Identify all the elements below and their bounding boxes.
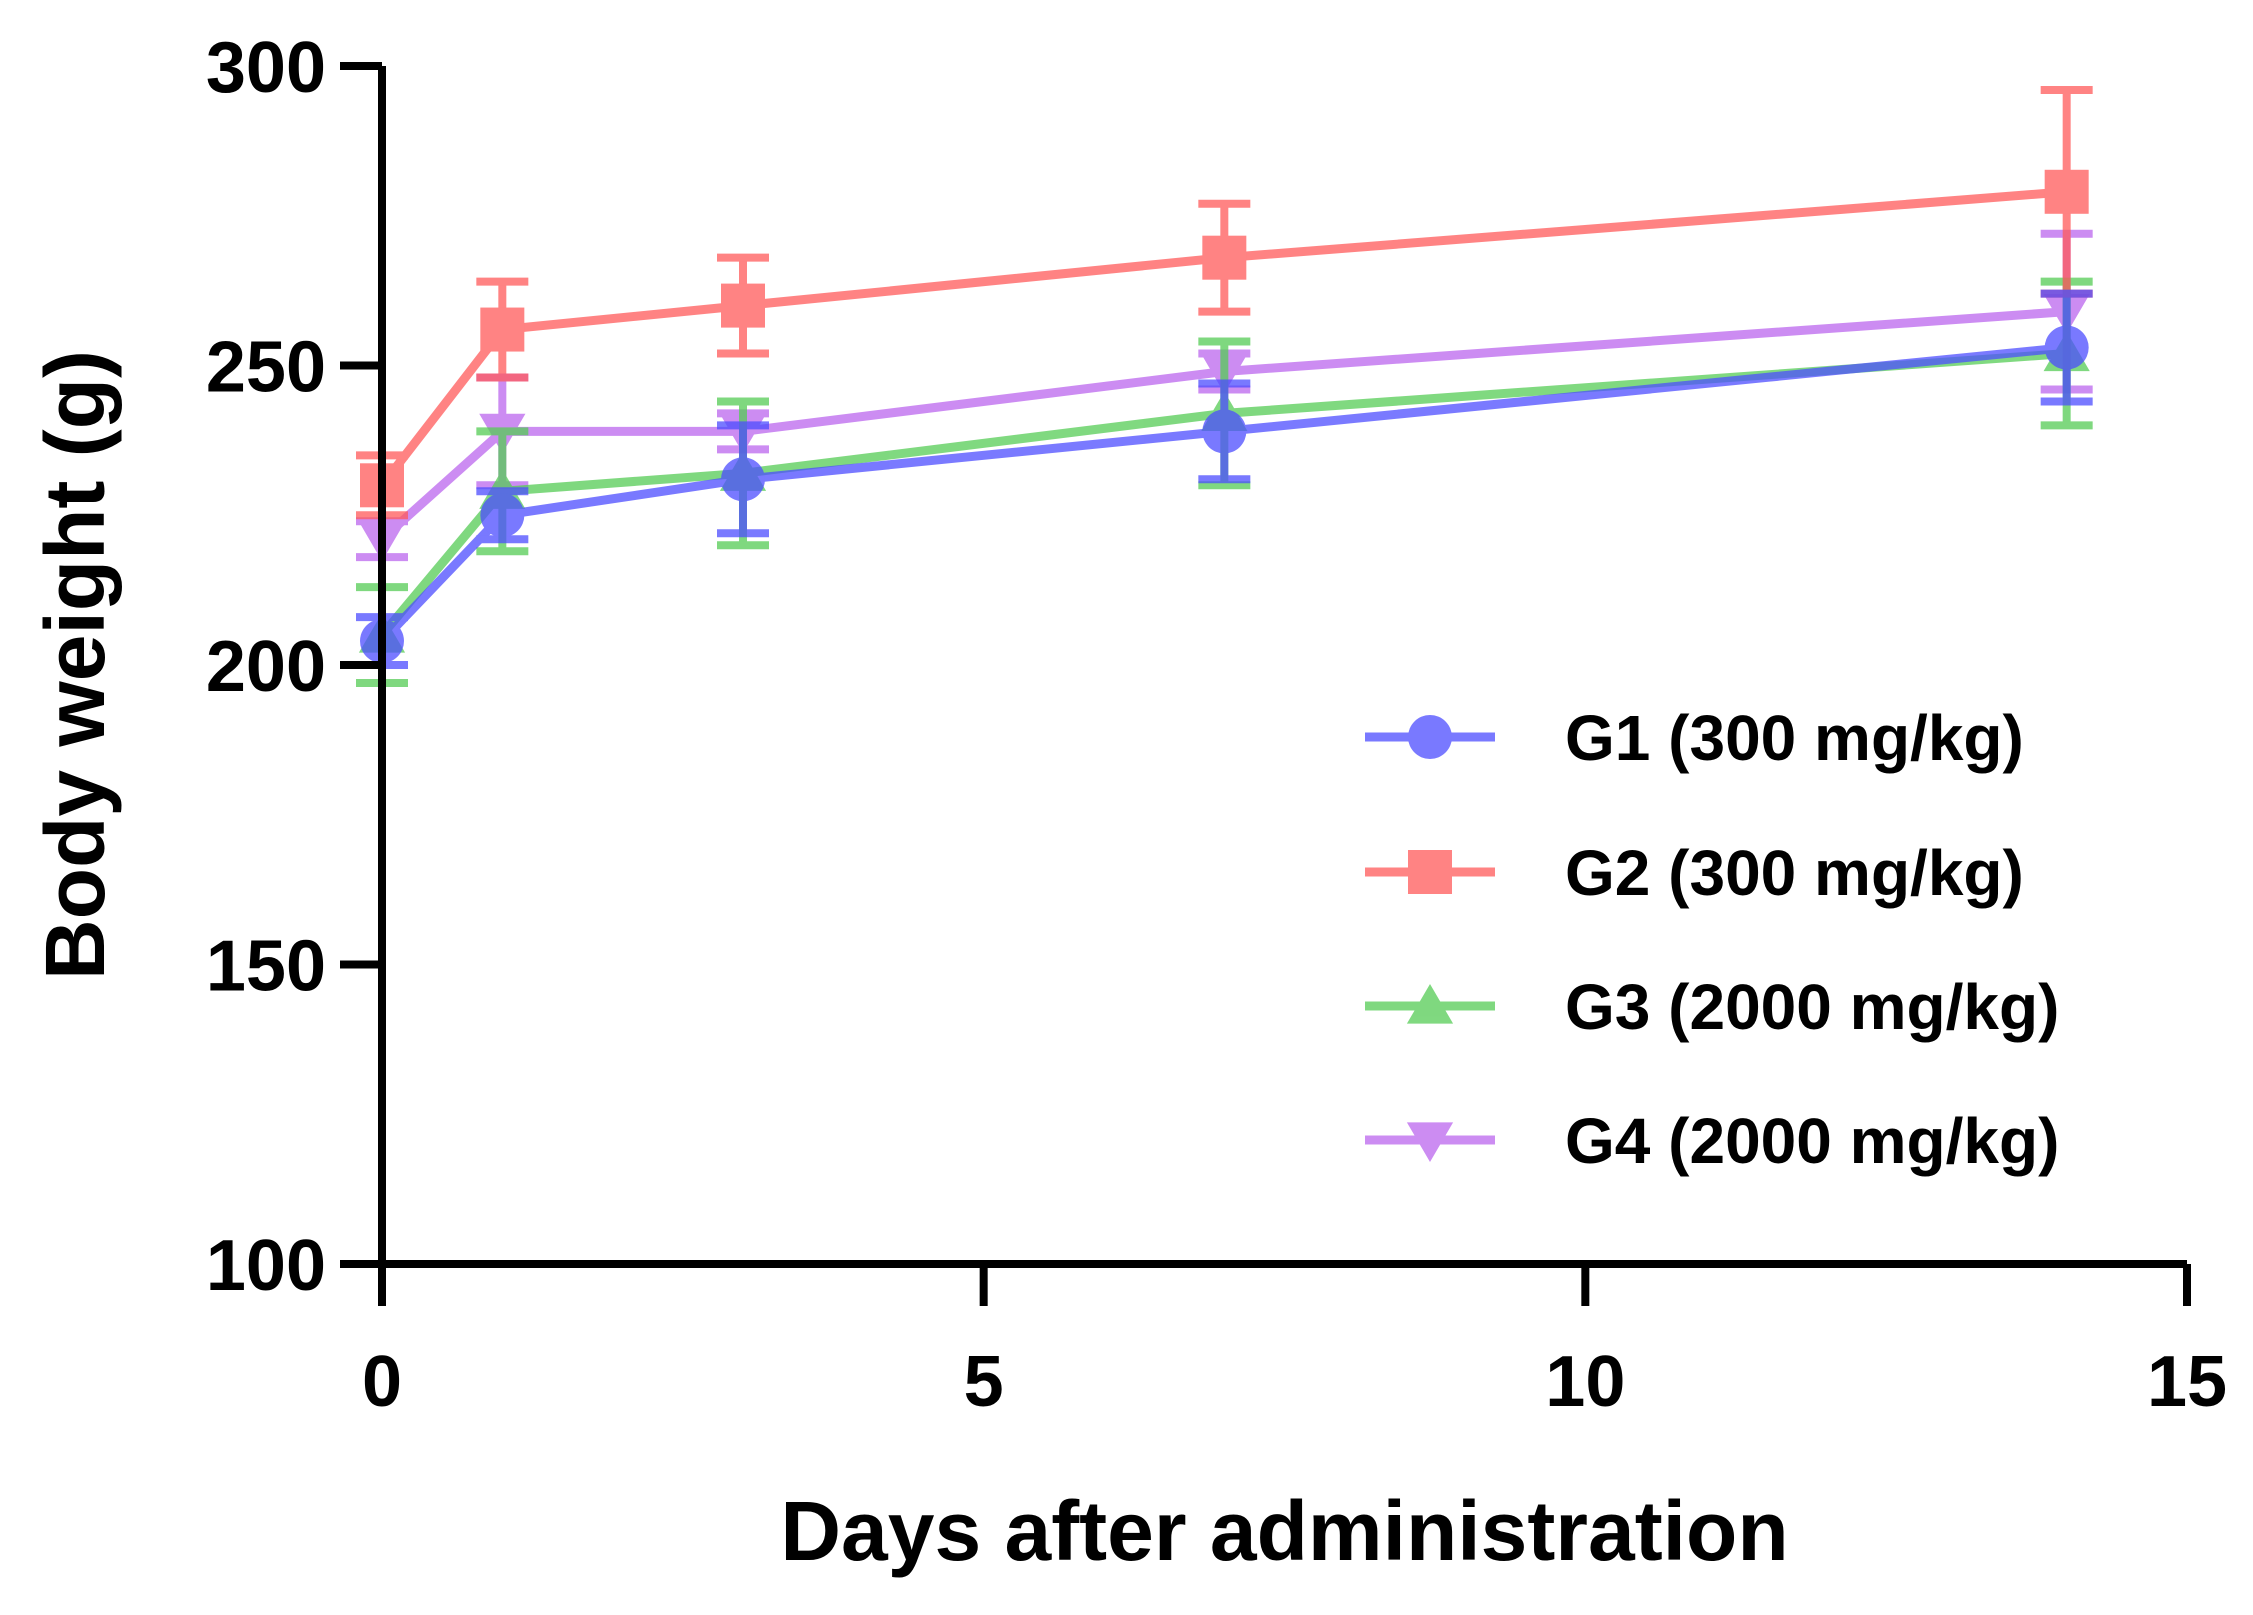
x-axis-title: Days after administration xyxy=(780,1484,1788,1578)
data-point-g2-14 xyxy=(2044,169,2089,214)
x-tick-label-0: 0 xyxy=(362,1342,402,1422)
data-point-g1-1 xyxy=(480,493,525,538)
legend-item-g4: G4 (2000 mg/kg) xyxy=(1365,1105,2059,1177)
y-tick-label-250: 250 xyxy=(206,328,326,408)
axes-layer xyxy=(378,66,2187,1268)
legend-item-g2: G2 (300 mg/kg) xyxy=(1365,837,2024,909)
series-g2 xyxy=(356,85,2093,520)
legend: G1 (300 mg/kg) G2 (300 mg/kg) G3 (2000 mg/… xyxy=(1365,702,2059,1177)
legend-symbol-g4 xyxy=(1365,1122,1495,1162)
legend-item-g3: G3 (2000 mg/kg) xyxy=(1365,971,2059,1043)
legend-symbol-g2 xyxy=(1365,850,1495,894)
legend-symbol-g1 xyxy=(1365,715,1495,759)
data-point-g2-7 xyxy=(1202,235,1247,280)
data-point-g2-3 xyxy=(721,283,765,328)
legend-marker-g4 xyxy=(1406,1122,1454,1162)
y-tick-label-200: 200 xyxy=(206,627,326,707)
data-point-g2-1 xyxy=(480,307,525,352)
x-tick-label-10: 10 xyxy=(1545,1342,1625,1422)
y-axis-title: Body weight (g) xyxy=(28,350,122,980)
series-layer xyxy=(356,85,2093,687)
y-tick-label-100: 100 xyxy=(206,1226,326,1306)
legend-label-g3: G3 (2000 mg/kg) xyxy=(1565,971,2059,1043)
legend-item-g1: G1 (300 mg/kg) xyxy=(1365,702,2024,774)
legend-marker-g1 xyxy=(1408,715,1452,759)
data-point-g1-3 xyxy=(721,457,765,502)
legend-label-g2: G2 (300 mg/kg) xyxy=(1565,837,2024,909)
y-tick-label-150: 150 xyxy=(206,927,326,1007)
ticks-layer: 100 150 200 250 300 0 5 10 15 xyxy=(206,28,2227,1422)
legend-marker-g2 xyxy=(1408,850,1452,894)
legend-label-g4: G4 (2000 mg/kg) xyxy=(1565,1105,2059,1177)
legend-symbol-g3 xyxy=(1365,984,1495,1024)
y-tick-label-300: 300 xyxy=(206,28,326,108)
data-point-g1-14 xyxy=(2044,325,2089,370)
legend-marker-g3 xyxy=(1406,984,1454,1024)
x-tick-label-15: 15 xyxy=(2147,1342,2227,1422)
x-tick-label-5: 5 xyxy=(964,1342,1004,1422)
legend-label-g1: G1 (300 mg/kg) xyxy=(1565,702,2024,774)
data-point-g1-7 xyxy=(1202,409,1247,454)
